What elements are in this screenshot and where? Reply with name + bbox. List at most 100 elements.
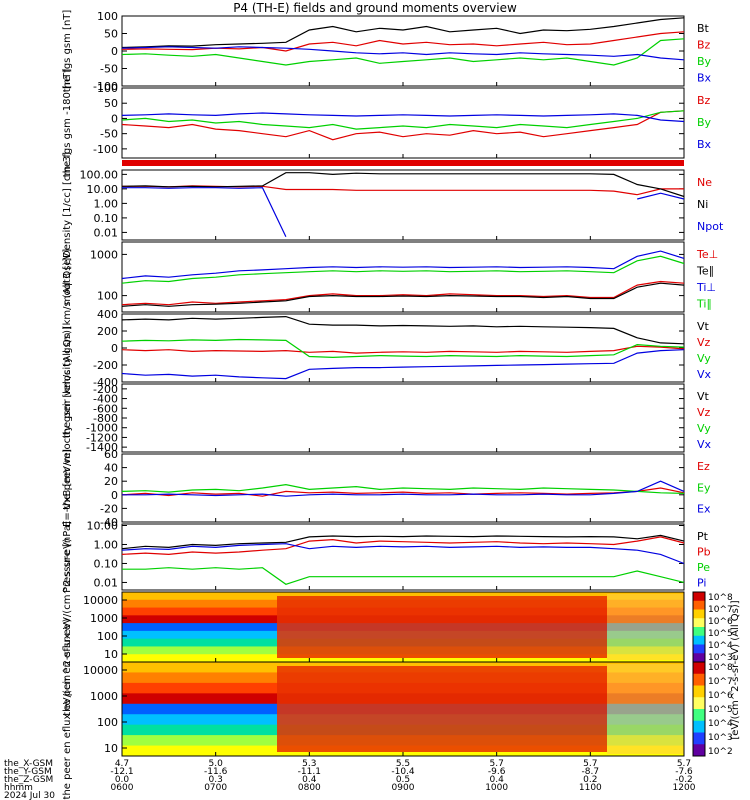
colorbar-segment: [693, 662, 705, 675]
colorbar-tick-label: 10^3: [708, 733, 733, 743]
spectrogram-region: [277, 596, 607, 658]
x-axis-tick-label: -11.6: [204, 767, 228, 777]
legend-item: By: [697, 55, 712, 68]
colorbar-tick-label: 10^4: [708, 719, 733, 729]
x-axis-tick-label: 5.0: [209, 759, 224, 769]
page-title: P4 (TH-E) fields and ground moments over…: [233, 1, 517, 15]
y-tick-label: 50: [104, 97, 118, 110]
y-tick-label: -20: [100, 502, 118, 515]
colorbar-tick-label: 10^6: [708, 617, 733, 627]
colorbar-segment: [693, 709, 705, 722]
x-axis-tick-label: -7.6: [675, 767, 693, 777]
colorbar-segment: [693, 732, 705, 745]
y-tick-label: -1200: [86, 431, 118, 444]
y-tick-label: 10000: [83, 664, 118, 677]
y-tick-label: 60: [104, 448, 118, 461]
legend-item: Npot: [697, 220, 724, 233]
x-axis-tick-label: 0.4: [302, 775, 317, 785]
colorbar-label: [eV/(cm^2-s-sr-eV) (All Qs)]: [730, 600, 741, 739]
y-axis-label: the peer en eflux eV/(cm^2-s-sr-eV): [62, 618, 73, 799]
x-axis-tick-label: -10.4: [391, 767, 415, 777]
colorbar-tick-label: 10^5: [708, 629, 733, 639]
y-tick-label: 0: [111, 489, 118, 502]
x-axis-tick-label: 1200: [673, 783, 696, 793]
x-axis-row-label: the_Z-GSM: [4, 775, 53, 785]
spectrogram-region: [607, 664, 684, 754]
colorbar-tick-label: 10^8: [708, 663, 733, 673]
legend-item: Ti⊥: [696, 281, 716, 294]
y-tick-label: 100: [97, 10, 118, 23]
x-axis-tick-label: -9.6: [488, 767, 506, 777]
legend-item: Ne: [697, 176, 712, 189]
legend-item: Pi: [697, 577, 706, 590]
y-tick-label: -40: [100, 516, 118, 529]
y-tick-label: 100: [97, 290, 118, 303]
y-axis-label: E=-VxB [mV/m]: [62, 449, 73, 527]
y-tick-label: -1400: [86, 441, 118, 454]
x-axis-tick-label: 0.3: [209, 775, 223, 785]
y-tick-label: 200: [97, 325, 118, 338]
x-axis-row-label: the_X-GSM: [4, 759, 53, 769]
y-tick-label: 1000: [90, 690, 118, 703]
colorbar-tick-label: 10^4: [708, 641, 733, 651]
x-axis-tick-label: 0.0: [115, 775, 130, 785]
panel-frame: [121, 241, 685, 313]
separator-bar: [122, 160, 684, 166]
legend-item: Vt: [697, 320, 710, 333]
x-axis-tick-label: 0900: [392, 783, 415, 793]
x-axis-tick-label: 0.5: [396, 775, 410, 785]
panel-frame: [121, 15, 685, 87]
series-line: [122, 480, 685, 497]
y-tick-label: 10000: [83, 594, 118, 607]
y-tick-label: -100: [93, 143, 118, 156]
x-axis-row-label: the_Y-GSM: [4, 767, 52, 777]
legend-item: Pb: [697, 546, 711, 559]
y-axis-label: the peir en eflux eV/(cm^2-s-sr-eV): [62, 538, 73, 716]
x-axis-tick-label: 0700: [204, 783, 227, 793]
legend-item: Vx: [697, 438, 712, 451]
series-line: [121, 543, 685, 565]
y-tick-label: 0: [111, 112, 118, 125]
legend-item: Ex: [697, 503, 711, 516]
series-line: [121, 110, 685, 130]
colorbar-segment: [693, 627, 705, 637]
legend-item: Vt: [697, 390, 710, 403]
spectrogram-region: [277, 666, 607, 752]
y-tick-label: -1000: [86, 422, 118, 435]
legend-item: Bz: [697, 94, 711, 107]
x-axis-tick-label: 0.4: [490, 775, 505, 785]
y-tick-label: -200: [93, 359, 118, 372]
colorbar-tick-label: 10^8: [708, 593, 733, 603]
colorbar-segment: [693, 685, 705, 698]
x-axis-tick-label: 4.7: [115, 759, 129, 769]
y-tick-label: 1000: [90, 612, 118, 625]
legend-item: Ni: [697, 198, 708, 211]
y-tick-label: 0.01: [94, 576, 119, 589]
series-line: [121, 345, 685, 354]
series-line: [121, 38, 685, 66]
legend-item: Bx: [697, 138, 712, 151]
colorbar-tick-label: 10^2: [708, 747, 733, 757]
x-axis-tick-label: 5.7: [490, 759, 504, 769]
y-tick-label: 400: [97, 308, 118, 321]
y-tick-label: -50: [100, 128, 118, 141]
y-tick-label: -100: [93, 80, 118, 93]
y-axis-label: Pressure [nPa]: [62, 521, 73, 593]
y-axis-label: the fgs gsm -180 [nT]: [62, 69, 73, 178]
legend-item: Te⊥: [696, 248, 718, 261]
y-tick-label: -200: [93, 383, 118, 396]
series-line: [122, 187, 685, 238]
y-tick-label: -800: [93, 412, 118, 425]
colorbar-tick-label: 10^7: [708, 677, 733, 687]
legend-item: Vz: [697, 336, 711, 349]
series-line: [121, 282, 685, 307]
y-axis-label: the fgs gsm [nT]: [62, 10, 73, 93]
series-line: [121, 487, 685, 497]
x-axis-tick-label: 0600: [111, 783, 134, 793]
colorbar-tick-label: 10^6: [708, 691, 733, 701]
colorbar-segment: [693, 592, 705, 602]
series-line: [121, 536, 685, 556]
x-axis-tick-label: 5.3: [302, 759, 316, 769]
colorbar-segment: [693, 697, 705, 710]
